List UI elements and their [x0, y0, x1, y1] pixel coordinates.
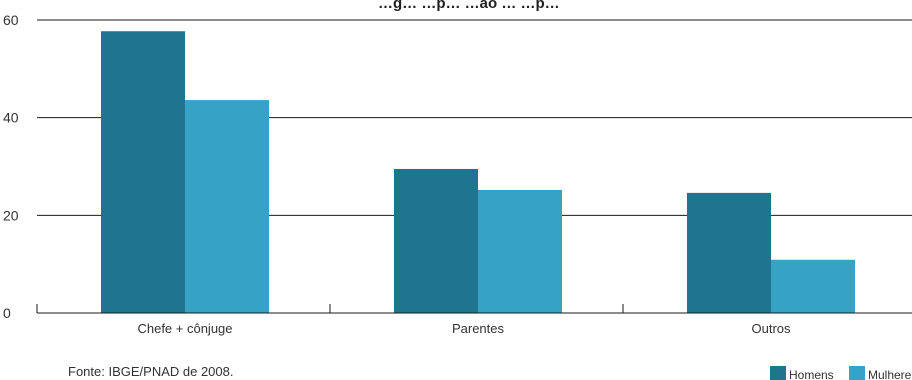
bar-mulhere-1	[185, 100, 269, 313]
x-axis	[36, 304, 912, 314]
legend-swatch-mulhere	[849, 366, 865, 380]
legend-swatch-homens	[770, 366, 786, 380]
category-label: Parentes	[452, 321, 505, 336]
category-label: Outros	[751, 321, 791, 336]
category-label: Chefe + cônjuge	[137, 321, 232, 336]
bar-homens-1	[101, 31, 185, 314]
y-axis-ticks: 0 20 40 60	[3, 12, 19, 321]
legend-label-mulhere: Mulhere	[868, 368, 912, 380]
legend: Homens Mulhere	[770, 366, 912, 380]
bars	[101, 31, 855, 314]
y-tick-label: 40	[3, 110, 19, 126]
y-tick-label: 0	[3, 305, 11, 321]
chart-title: …g… …p… …ão … …p…	[378, 0, 560, 12]
bar-homens-3	[687, 192, 771, 313]
y-tick-label: 60	[3, 12, 19, 28]
x-axis-labels: Chefe + cônjuge Parentes Outros	[137, 321, 791, 336]
y-tick-label: 20	[3, 207, 19, 223]
bar-mulhere-3	[771, 259, 855, 313]
legend-label-homens: Homens	[789, 368, 834, 380]
bar-mulhere-2	[478, 189, 562, 313]
bar-homens-2	[394, 168, 478, 313]
source-note: Fonte: IBGE/PNAD de 2008.	[68, 364, 233, 379]
